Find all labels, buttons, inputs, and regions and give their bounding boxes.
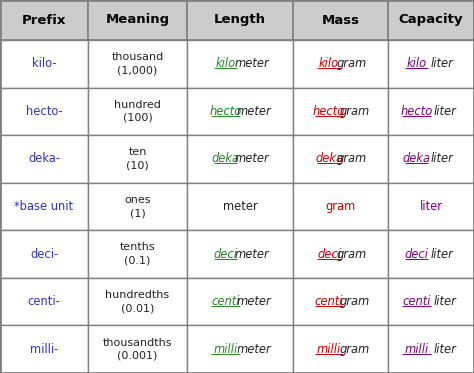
- Bar: [187, 230, 293, 278]
- Bar: [187, 183, 293, 230]
- Bar: [0, 88, 88, 135]
- Text: hecto-: hecto-: [26, 105, 63, 118]
- Bar: [0, 278, 88, 325]
- Bar: [293, 183, 388, 230]
- Bar: [88, 88, 187, 135]
- Bar: [388, 325, 474, 373]
- Text: tenths
(0.1): tenths (0.1): [120, 242, 155, 266]
- Text: gram: gram: [340, 343, 370, 356]
- Bar: [388, 135, 474, 183]
- Bar: [388, 183, 474, 230]
- Text: liter: liter: [431, 57, 454, 70]
- Bar: [187, 325, 293, 373]
- Text: deka-: deka-: [28, 153, 60, 166]
- Text: Mass: Mass: [321, 13, 359, 26]
- Bar: [88, 278, 187, 325]
- Text: hundred
(100): hundred (100): [114, 100, 161, 123]
- Text: gram: gram: [340, 105, 370, 118]
- Text: Meaning: Meaning: [105, 13, 170, 26]
- Bar: [293, 230, 388, 278]
- Bar: [187, 88, 293, 135]
- Text: centi-: centi-: [27, 295, 60, 308]
- Text: centi: centi: [315, 295, 343, 308]
- Bar: [187, 278, 293, 325]
- Text: deci: deci: [214, 248, 237, 261]
- Text: deka: deka: [211, 153, 239, 166]
- Text: deci: deci: [405, 248, 428, 261]
- Bar: [293, 135, 388, 183]
- Text: Capacity: Capacity: [399, 13, 463, 26]
- Bar: [0, 183, 88, 230]
- Bar: [88, 135, 187, 183]
- Text: liter: liter: [434, 295, 457, 308]
- Text: meter: meter: [237, 295, 272, 308]
- Text: hecto: hecto: [313, 105, 345, 118]
- Bar: [0, 230, 88, 278]
- Text: meter: meter: [234, 248, 269, 261]
- Text: thousand
(1,000): thousand (1,000): [111, 52, 164, 75]
- Text: gram: gram: [337, 57, 367, 70]
- Text: ten
(10): ten (10): [126, 147, 149, 170]
- Text: liter: liter: [431, 248, 454, 261]
- Text: milli: milli: [404, 343, 428, 356]
- Bar: [88, 325, 187, 373]
- Text: deci-: deci-: [30, 248, 58, 261]
- Text: meter: meter: [223, 200, 257, 213]
- Bar: [293, 40, 388, 88]
- Bar: [0, 0, 88, 40]
- Bar: [187, 40, 293, 88]
- Bar: [388, 40, 474, 88]
- Text: ones
(1): ones (1): [124, 195, 151, 218]
- Text: deka: deka: [402, 153, 430, 166]
- Bar: [187, 135, 293, 183]
- Text: meter: meter: [234, 153, 269, 166]
- Text: milli: milli: [317, 343, 341, 356]
- Bar: [88, 183, 187, 230]
- Text: kilo: kilo: [319, 57, 339, 70]
- Bar: [293, 278, 388, 325]
- Text: centi: centi: [211, 295, 240, 308]
- Text: milli-: milli-: [30, 343, 58, 356]
- Bar: [293, 88, 388, 135]
- Bar: [388, 0, 474, 40]
- Text: meter: meter: [237, 105, 272, 118]
- Bar: [293, 325, 388, 373]
- Text: liter: liter: [431, 153, 454, 166]
- Text: kilo-: kilo-: [32, 57, 56, 70]
- Text: gram: gram: [337, 248, 367, 261]
- Text: *base unit: *base unit: [14, 200, 73, 213]
- Text: gram: gram: [340, 295, 370, 308]
- Text: meter: meter: [234, 57, 269, 70]
- Bar: [388, 278, 474, 325]
- Text: thousandths
(0.001): thousandths (0.001): [103, 338, 172, 361]
- Text: Length: Length: [214, 13, 266, 26]
- Text: liter: liter: [434, 343, 457, 356]
- Text: centi: centi: [402, 295, 431, 308]
- Text: liter: liter: [419, 200, 443, 213]
- Bar: [0, 40, 88, 88]
- Bar: [187, 0, 293, 40]
- Text: hundredths
(0.01): hundredths (0.01): [105, 290, 170, 313]
- Bar: [0, 325, 88, 373]
- Text: gram: gram: [325, 200, 356, 213]
- Text: Prefix: Prefix: [22, 13, 66, 26]
- Text: gram: gram: [337, 153, 367, 166]
- Bar: [388, 88, 474, 135]
- Text: deka: deka: [315, 153, 343, 166]
- Text: kilo: kilo: [216, 57, 236, 70]
- Text: kilo: kilo: [407, 57, 427, 70]
- Bar: [88, 0, 187, 40]
- Bar: [88, 40, 187, 88]
- Text: liter: liter: [434, 105, 457, 118]
- Bar: [293, 0, 388, 40]
- Text: deci: deci: [317, 248, 341, 261]
- Text: hecto: hecto: [210, 105, 242, 118]
- Text: meter: meter: [237, 343, 272, 356]
- Bar: [88, 230, 187, 278]
- Text: milli: milli: [213, 343, 238, 356]
- Text: hecto: hecto: [401, 105, 433, 118]
- Bar: [388, 230, 474, 278]
- Bar: [0, 135, 88, 183]
